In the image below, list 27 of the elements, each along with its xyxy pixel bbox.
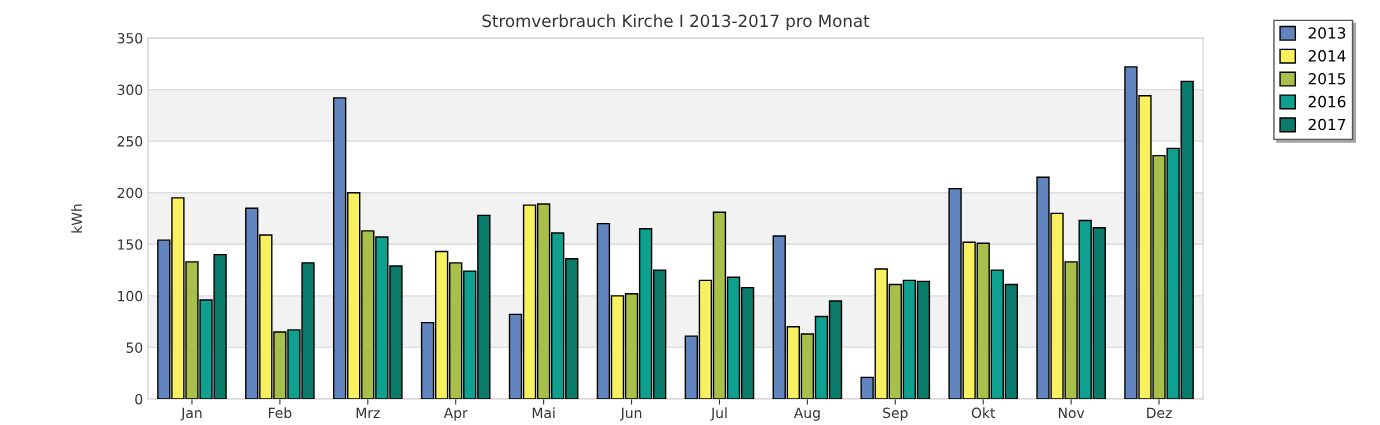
x-tick-label: Nov [1058, 407, 1085, 419]
y-tick-label: 150 [118, 239, 143, 250]
x-tick-label: Dez [1147, 407, 1172, 419]
x-tick-label: Jan [180, 407, 202, 421]
y-tick-label: 50 [126, 342, 143, 353]
x-tick-label: Jun [619, 407, 642, 421]
y-tick-label: 350 [117, 32, 143, 44]
legend-label: 2013 [1308, 27, 1346, 39]
legend-label: 2016 [1308, 95, 1346, 108]
x-tick-label: Sep [883, 407, 908, 421]
chart-title: Stromverbrauch Kirche I 2013-2017 pro Monat [482, 14, 870, 31]
y-tick-label: 300 [117, 84, 143, 96]
x-tick-label: Feb [268, 407, 292, 419]
legend-label: 2015 [1308, 72, 1346, 85]
y-tick-label: 0 [135, 393, 143, 405]
y-tick-label: 200 [117, 187, 143, 199]
legend-label: 2017 [1308, 118, 1346, 131]
x-tick-label: Apr [443, 407, 468, 421]
x-tick-label: Jul [710, 407, 727, 421]
x-tick-label: Mrz [356, 407, 380, 418]
x-tick-label: Mai [532, 407, 555, 419]
legend-label: 2014 [1308, 50, 1346, 62]
x-tick-label: Aug [793, 407, 820, 421]
y-tick-label: 250 [117, 136, 143, 147]
y-tick-label: 100 [118, 290, 143, 302]
x-tick-label: Okt [971, 407, 996, 419]
y-axis-title: kWh [71, 204, 82, 233]
